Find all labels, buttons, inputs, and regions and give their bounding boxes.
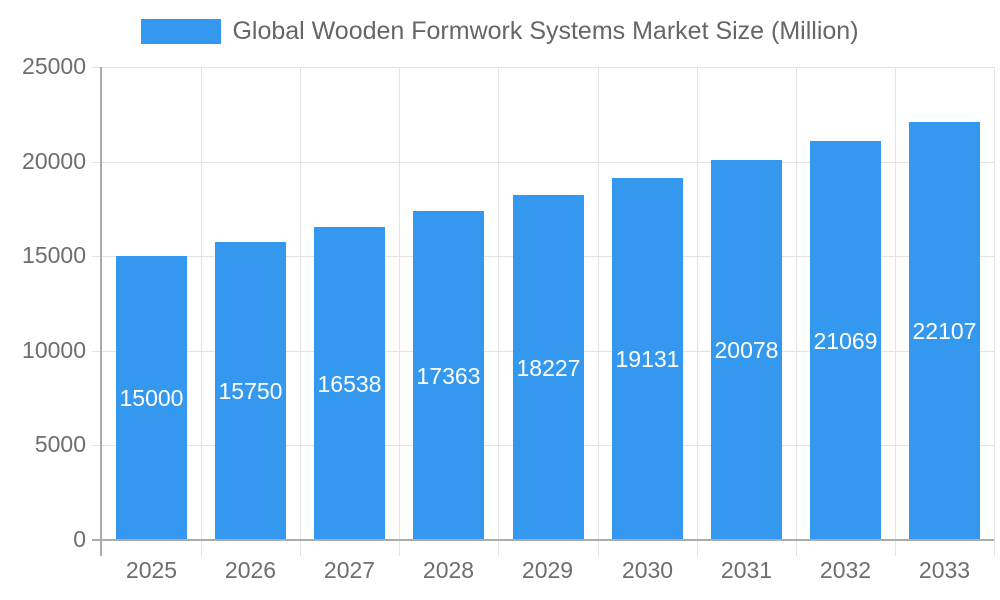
x-tick-label: 2026	[224, 557, 277, 583]
x-axis-tick	[697, 540, 698, 556]
x-axis-tick	[598, 540, 599, 556]
y-axis-tick	[92, 162, 102, 163]
gridline-v	[697, 67, 698, 540]
bar-value-label: 22107	[912, 318, 977, 344]
x-tick-label: 2033	[918, 557, 971, 583]
legend[interactable]: Global Wooden Formwork Systems Market Si…	[0, 17, 1000, 46]
x-tick-label: 2031	[720, 557, 773, 583]
bar-value-label: 21069	[813, 328, 878, 354]
x-axis-tick	[399, 540, 400, 556]
bar	[215, 242, 286, 540]
x-axis-tick	[994, 540, 995, 556]
bar-value-label: 18227	[516, 355, 581, 381]
y-tick-label: 15000	[22, 242, 86, 268]
y-axis-tick	[92, 445, 102, 446]
y-tick-label: 0	[73, 526, 86, 552]
y-axis-line	[100, 67, 102, 556]
gridline-v	[201, 67, 202, 540]
x-tick-label: 2028	[422, 557, 475, 583]
gridline-v	[895, 67, 896, 540]
legend-swatch[interactable]	[141, 19, 222, 44]
x-axis-tick	[300, 540, 301, 556]
gridline-v	[399, 67, 400, 540]
x-tick-label: 2032	[819, 557, 872, 583]
x-axis-tick	[201, 540, 202, 556]
legend-label[interactable]: Global Wooden Formwork Systems Market Si…	[232, 17, 859, 45]
bar-value-label: 15750	[218, 378, 283, 404]
bar	[909, 122, 980, 540]
bar	[314, 227, 385, 540]
bar	[711, 160, 782, 540]
x-tick-label: 2025	[125, 557, 178, 583]
y-tick-label: 20000	[22, 148, 86, 174]
gridline-h	[102, 67, 994, 68]
bar-value-label: 15000	[119, 385, 184, 411]
bar	[810, 141, 881, 540]
bar	[513, 195, 584, 540]
x-tick-label: 2029	[521, 557, 574, 583]
y-tick-label: 5000	[34, 431, 86, 457]
y-tick-label: 25000	[22, 53, 86, 79]
y-axis-tick	[92, 351, 102, 352]
bar-value-label: 17363	[416, 363, 481, 389]
bar	[116, 256, 187, 540]
bar-value-label: 20078	[714, 337, 779, 363]
x-tick-label: 2030	[621, 557, 674, 583]
y-axis-tick	[92, 67, 102, 68]
bar-value-label: 19131	[615, 346, 680, 372]
gridline-v	[300, 67, 301, 540]
x-axis-tick	[498, 540, 499, 556]
gridline-v	[994, 67, 995, 540]
x-tick-label: 2027	[323, 557, 376, 583]
gridline-h	[102, 162, 994, 163]
y-axis-tick	[92, 256, 102, 257]
x-axis-tick	[796, 540, 797, 556]
bar	[612, 178, 683, 540]
bar	[413, 211, 484, 540]
gridline-v	[498, 67, 499, 540]
gridline-v	[796, 67, 797, 540]
x-axis-tick	[895, 540, 896, 556]
y-tick-label: 10000	[22, 337, 86, 363]
x-axis-line	[92, 539, 994, 541]
gridline-v	[598, 67, 599, 540]
bar-value-label: 16538	[317, 371, 382, 397]
